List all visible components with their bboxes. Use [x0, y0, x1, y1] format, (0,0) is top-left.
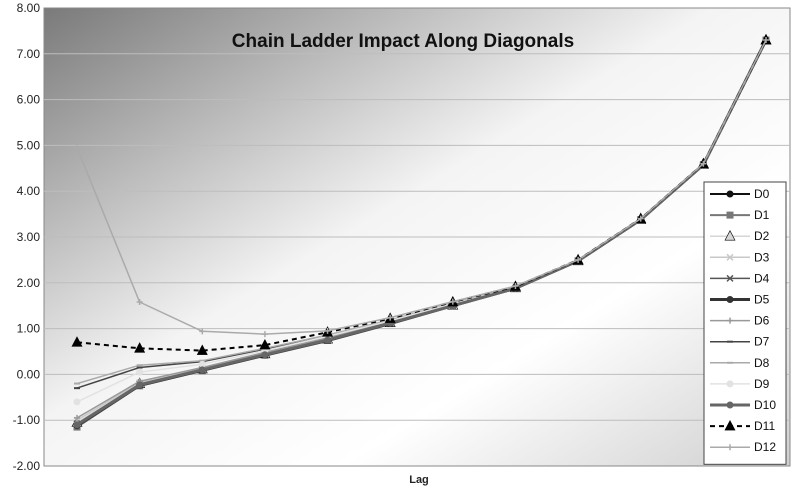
data-point-marker — [136, 299, 143, 306]
legend-item: D12 — [710, 440, 776, 454]
data-point-marker — [726, 190, 734, 198]
legend-item: D9 — [710, 377, 770, 391]
legend-label: D5 — [754, 293, 770, 307]
data-point-marker — [726, 274, 734, 282]
data-point-marker — [512, 283, 519, 290]
data-point-marker — [449, 298, 456, 305]
data-point-marker — [700, 160, 707, 167]
data-point-marker — [261, 331, 268, 338]
data-point-marker — [726, 211, 734, 219]
data-point-marker — [259, 338, 271, 350]
data-point-marker — [726, 380, 734, 388]
legend-label: D10 — [754, 398, 776, 412]
series-layer — [71, 33, 772, 431]
data-point-marker — [727, 317, 733, 324]
legend-item: D8 — [710, 356, 770, 370]
data-point-marker — [726, 253, 734, 261]
data-point-marker — [74, 144, 80, 151]
data-point-marker — [726, 296, 734, 303]
legend-label: D8 — [754, 356, 770, 370]
legend-label: D3 — [754, 250, 770, 264]
legend-item: D2 — [710, 229, 770, 243]
series-d12 — [74, 37, 769, 338]
legend-label: D0 — [754, 187, 770, 201]
legend-item: D4 — [710, 271, 770, 285]
data-point-marker — [724, 419, 736, 431]
y-tick-label: -2.00 — [13, 459, 41, 473]
legend-item: D7 — [710, 335, 770, 349]
data-point-marker — [724, 230, 736, 241]
data-point-marker — [74, 414, 80, 421]
data-point-marker — [575, 256, 582, 263]
y-tick-label: 4.00 — [17, 184, 41, 198]
legend-label: D9 — [754, 377, 770, 391]
y-tick-label: 5.00 — [17, 138, 41, 152]
y-tick-label: 3.00 — [17, 230, 41, 244]
data-point-marker — [73, 421, 81, 429]
legend-label: D7 — [754, 335, 770, 349]
data-point-marker — [136, 381, 144, 389]
y-tick-label: 2.00 — [17, 276, 41, 290]
data-point-marker — [199, 328, 206, 335]
y-tick-label: 8.00 — [17, 1, 41, 15]
legend-label: D11 — [754, 419, 775, 433]
legend-label: D12 — [754, 440, 776, 454]
data-point-marker — [637, 215, 644, 222]
chart-title: Chain Ladder Impact Along Diagonals — [232, 31, 574, 52]
data-point-marker — [387, 314, 394, 321]
legend-box — [703, 181, 787, 465]
y-tick-label: -1.00 — [13, 413, 41, 427]
data-point-marker — [727, 444, 733, 451]
data-point-marker — [73, 398, 81, 406]
legend-item: D0 — [710, 187, 770, 201]
y-tick-label: 7.00 — [17, 47, 41, 61]
legend: D0 D1 D2 D3 D4 D5 D6 D7 D8 D9 D10 D11 D12 — [703, 181, 787, 465]
gridlines — [44, 53, 790, 421]
legend-item: D6 — [710, 314, 770, 328]
data-point-marker — [136, 368, 144, 376]
x-axis-label: Lag — [409, 474, 429, 486]
data-point-marker — [324, 327, 331, 334]
data-point-marker — [71, 336, 83, 347]
data-point-marker — [261, 351, 269, 359]
data-point-marker — [763, 37, 769, 44]
legend-item: D11 — [710, 419, 775, 433]
y-tick-label: 6.00 — [17, 93, 41, 107]
y-tick-label: 1.00 — [17, 322, 41, 336]
legend-label: D1 — [754, 208, 770, 222]
legend-item: D5 — [710, 293, 770, 307]
legend-item: D10 — [710, 398, 776, 412]
data-point-marker — [726, 401, 734, 409]
y-axis-ticks: 8.00 7.00 6.00 5.00 4.00 3.00 2.00 1.00 0.00 -1.0… — [13, 1, 41, 473]
data-point-marker — [134, 342, 146, 353]
series-line — [76, 39, 767, 335]
legend-label: D6 — [754, 314, 770, 328]
y-tick-label: 0.00 — [17, 367, 41, 381]
data-point-marker — [196, 344, 208, 355]
legend-label: D2 — [754, 229, 770, 243]
data-point-marker — [198, 366, 206, 374]
data-point-marker — [324, 336, 332, 344]
legend-item: D3 — [710, 250, 770, 264]
legend-item: D1 — [710, 208, 770, 222]
legend-label: D4 — [754, 271, 770, 285]
